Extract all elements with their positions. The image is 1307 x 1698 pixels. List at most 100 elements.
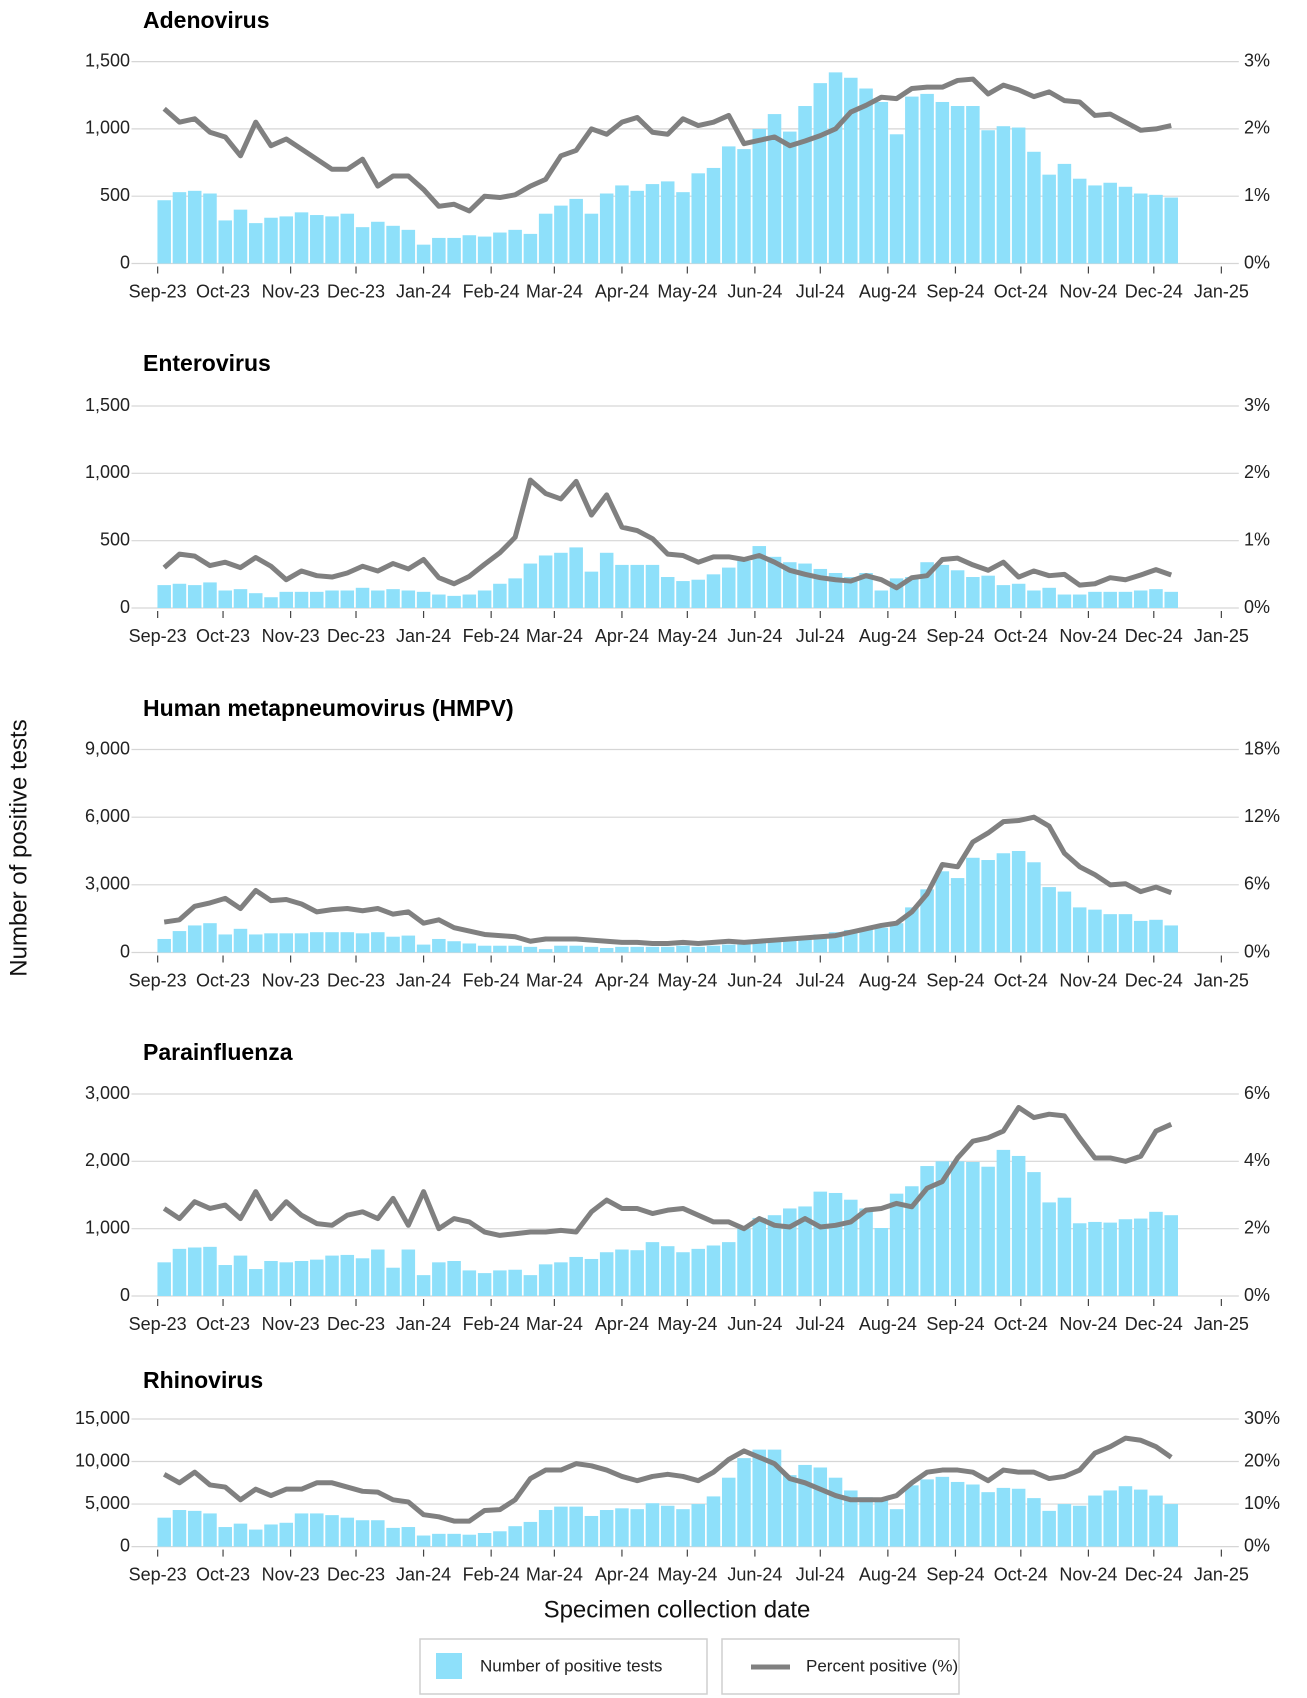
- bar: [203, 193, 217, 264]
- bar: [1011, 1155, 1026, 1296]
- bar: [1118, 1219, 1133, 1296]
- x-tick-label: Dec-23: [327, 1564, 385, 1584]
- x-tick-label: Apr-24: [595, 1564, 649, 1584]
- bar: [462, 235, 477, 264]
- bar: [569, 945, 583, 953]
- bar: [538, 213, 553, 264]
- x-tick-label: Apr-24: [595, 1314, 649, 1334]
- bar: [1133, 920, 1148, 953]
- bar: [203, 1246, 217, 1296]
- bar: [721, 146, 736, 264]
- bar: [432, 938, 446, 953]
- x-tick-label: Mar-24: [526, 626, 583, 646]
- bar: [264, 933, 278, 953]
- bar: [645, 1242, 660, 1296]
- x-tick-label: May-24: [657, 970, 717, 990]
- panel-title: Enterovirus: [143, 350, 271, 376]
- bar: [264, 597, 278, 608]
- bar: [355, 587, 370, 608]
- bar: [813, 83, 828, 264]
- y2-tick-label: 6%: [1244, 1083, 1270, 1103]
- bar: [248, 593, 263, 608]
- bar: [844, 577, 858, 608]
- y2-tick-label: 1%: [1244, 185, 1270, 205]
- bar: [645, 946, 660, 953]
- bar: [1027, 151, 1041, 264]
- bar: [874, 1498, 889, 1547]
- x-tick-label: Mar-24: [526, 281, 583, 301]
- bar: [783, 1475, 797, 1547]
- x-tick-label: Nov-24: [1059, 281, 1117, 301]
- bar: [1164, 1215, 1178, 1296]
- x-tick-label: Dec-23: [327, 970, 385, 990]
- bar: [721, 944, 736, 953]
- bar: [462, 594, 477, 608]
- x-tick-label: Feb-24: [463, 970, 520, 990]
- bar: [1042, 587, 1056, 608]
- bar: [920, 1166, 934, 1296]
- bar: [859, 1208, 873, 1296]
- y-axis-title: Number of positive tests: [5, 719, 32, 976]
- y2-tick-label: 20%: [1244, 1450, 1280, 1470]
- bar: [523, 1521, 538, 1547]
- bar: [630, 190, 644, 264]
- bar: [798, 106, 812, 264]
- bar: [950, 1161, 965, 1296]
- x-tick-label: May-24: [657, 1314, 717, 1334]
- bar: [828, 1477, 843, 1547]
- x-tick-label: Oct-24: [994, 626, 1048, 646]
- bar: [966, 1484, 980, 1547]
- bar: [813, 1467, 828, 1547]
- bar: [1164, 591, 1178, 608]
- bar: [691, 579, 705, 608]
- x-tick-label: Jan-25: [1194, 1314, 1249, 1334]
- bar: [691, 1248, 705, 1296]
- bar: [203, 923, 217, 953]
- percent-line: [162, 477, 1173, 591]
- bar: [889, 923, 904, 953]
- bar: [157, 200, 171, 264]
- x-tick-label: Nov-24: [1059, 626, 1117, 646]
- x-tick-label: Sep-23: [129, 1314, 187, 1334]
- x-tick-label: Nov-23: [262, 970, 320, 990]
- bar: [599, 552, 614, 608]
- bar: [233, 209, 248, 264]
- bar: [325, 932, 339, 953]
- bar: [294, 212, 309, 264]
- y2-tick-label: 3%: [1244, 395, 1270, 415]
- y2-tick-label: 10%: [1244, 1493, 1280, 1513]
- bar: [279, 216, 294, 264]
- x-tick-label: Oct-24: [994, 1314, 1048, 1334]
- bar: [752, 128, 767, 264]
- bar: [508, 1269, 522, 1296]
- bar: [218, 1527, 232, 1547]
- bar: [340, 1517, 355, 1547]
- bar: [1118, 1486, 1133, 1547]
- x-tick-label: Nov-23: [262, 281, 320, 301]
- bar: [920, 1479, 934, 1547]
- bar: [996, 126, 1011, 264]
- bar: [1164, 197, 1178, 264]
- y2-tick-label: 6%: [1244, 874, 1270, 894]
- bar: [783, 1208, 797, 1296]
- x-tick-label: Jun-24: [727, 970, 782, 990]
- bar: [905, 907, 919, 953]
- bar: [386, 225, 400, 264]
- bar: [401, 1527, 416, 1547]
- bar: [752, 546, 767, 608]
- x-tick-label: Dec-23: [327, 1314, 385, 1334]
- bar: [630, 1509, 644, 1547]
- bar: [844, 929, 858, 953]
- bar: [157, 1262, 171, 1296]
- bar: [645, 1503, 660, 1547]
- y2-tick-label: 30%: [1244, 1408, 1280, 1428]
- x-tick-label: Jan-24: [396, 281, 451, 301]
- bar: [371, 1249, 385, 1296]
- bar: [1027, 1172, 1041, 1296]
- bar: [966, 1162, 980, 1296]
- x-tick-label: Oct-23: [196, 626, 250, 646]
- bar: [599, 947, 614, 953]
- bar: [325, 216, 339, 264]
- bar: [721, 1242, 736, 1296]
- x-tick-label: Oct-24: [994, 281, 1048, 301]
